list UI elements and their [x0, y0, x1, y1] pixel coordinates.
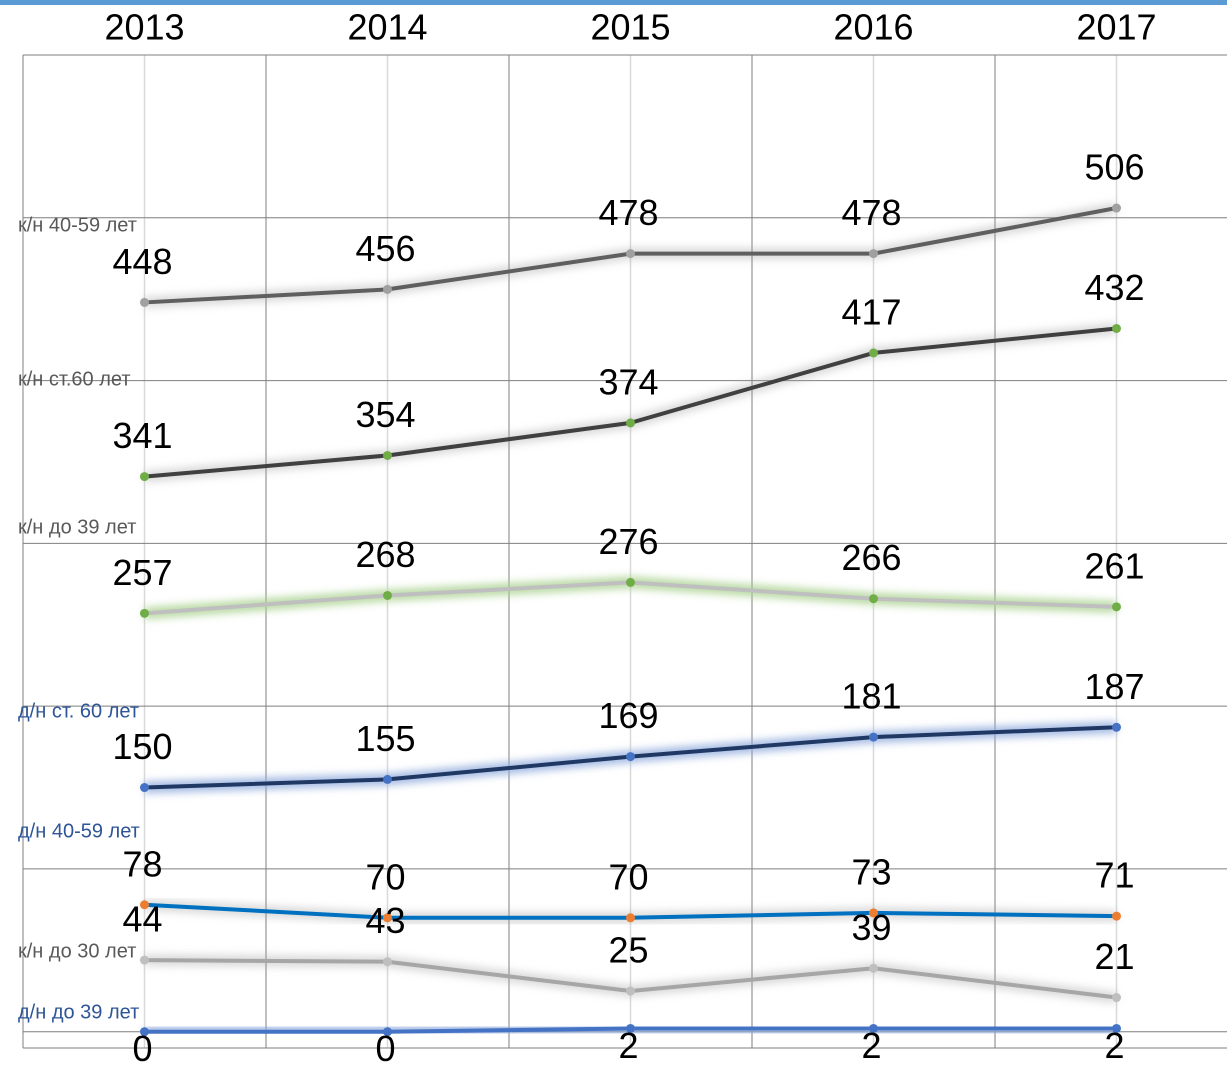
- legend-label: к/н до 30 лет: [18, 940, 136, 962]
- point: [140, 955, 149, 965]
- point: [383, 957, 392, 967]
- data-label: 268: [355, 534, 415, 575]
- point: [1112, 203, 1121, 213]
- data-label: 70: [608, 856, 648, 897]
- data-label: 2: [861, 1025, 881, 1065]
- x-tick-label: 2015: [590, 7, 670, 48]
- point: [626, 249, 635, 259]
- point: [1112, 602, 1121, 612]
- point: [626, 1023, 635, 1033]
- point: [869, 908, 878, 918]
- point: [1112, 1023, 1121, 1033]
- point: [1112, 911, 1121, 921]
- point: [383, 284, 392, 294]
- point: [1112, 323, 1121, 333]
- point: [869, 594, 878, 604]
- x-tick-label: 2016: [833, 7, 913, 48]
- top-band: [0, 0, 1227, 5]
- point: [383, 450, 392, 460]
- point: [626, 577, 635, 587]
- point: [140, 1027, 149, 1037]
- legend-label: к/н 40-59 лет: [18, 214, 137, 236]
- point: [626, 986, 635, 996]
- data-label: 0: [375, 1028, 395, 1065]
- point: [869, 963, 878, 973]
- data-label: 341: [112, 415, 172, 456]
- point: [140, 783, 149, 793]
- point: [140, 472, 149, 482]
- x-tick-label: 2014: [347, 7, 427, 48]
- data-label: 187: [1084, 666, 1144, 707]
- point: [383, 590, 392, 600]
- point: [1112, 993, 1121, 1003]
- data-label: 478: [598, 192, 658, 233]
- point: [869, 348, 878, 358]
- data-label: 181: [841, 676, 901, 717]
- point: [383, 774, 392, 784]
- point: [383, 913, 392, 923]
- point: [869, 1023, 878, 1033]
- point: [626, 752, 635, 762]
- data-label: 354: [355, 394, 415, 435]
- data-label: 169: [598, 695, 658, 736]
- data-label: 39: [851, 907, 891, 948]
- data-label: 478: [841, 192, 901, 233]
- legend-label: к/н ст.60 лет: [18, 368, 131, 390]
- data-label: 2: [1104, 1025, 1124, 1065]
- data-label: 506: [1084, 147, 1144, 188]
- point: [383, 1027, 392, 1037]
- data-label: 261: [1084, 545, 1144, 586]
- point: [140, 900, 149, 910]
- data-label: 70: [365, 856, 405, 897]
- point: [869, 732, 878, 742]
- data-label: 155: [355, 718, 415, 759]
- data-label: 448: [112, 241, 172, 282]
- legend-label: д/н ст. 60 лет: [18, 700, 139, 722]
- data-label: 21: [1094, 936, 1134, 977]
- data-label: 257: [112, 552, 172, 593]
- data-label: 2: [618, 1025, 638, 1065]
- data-label: 71: [1094, 855, 1134, 896]
- point: [1112, 722, 1121, 732]
- data-label: 150: [112, 726, 172, 767]
- data-label: 456: [355, 228, 415, 269]
- data-label: 43: [365, 900, 405, 941]
- data-label: 25: [608, 930, 648, 971]
- legend-label: д/н 40-59 лет: [18, 820, 140, 842]
- data-label: 417: [841, 291, 901, 332]
- x-tick-label: 2013: [104, 7, 184, 48]
- data-label: 0: [132, 1028, 152, 1065]
- data-label: 266: [841, 537, 901, 578]
- point: [140, 297, 149, 307]
- data-label: 374: [598, 361, 658, 402]
- data-label: 432: [1084, 267, 1144, 308]
- point: [140, 608, 149, 618]
- data-label: 44: [122, 899, 162, 940]
- data-label: 73: [851, 851, 891, 892]
- x-tick-label: 2017: [1076, 7, 1156, 48]
- point: [626, 418, 635, 428]
- legend-label: к/н до 39 лет: [18, 516, 136, 538]
- data-label: 78: [122, 843, 162, 884]
- point: [869, 249, 878, 259]
- point: [626, 913, 635, 923]
- data-label: 276: [598, 521, 658, 562]
- legend-label: д/н до 39 лет: [18, 1001, 139, 1023]
